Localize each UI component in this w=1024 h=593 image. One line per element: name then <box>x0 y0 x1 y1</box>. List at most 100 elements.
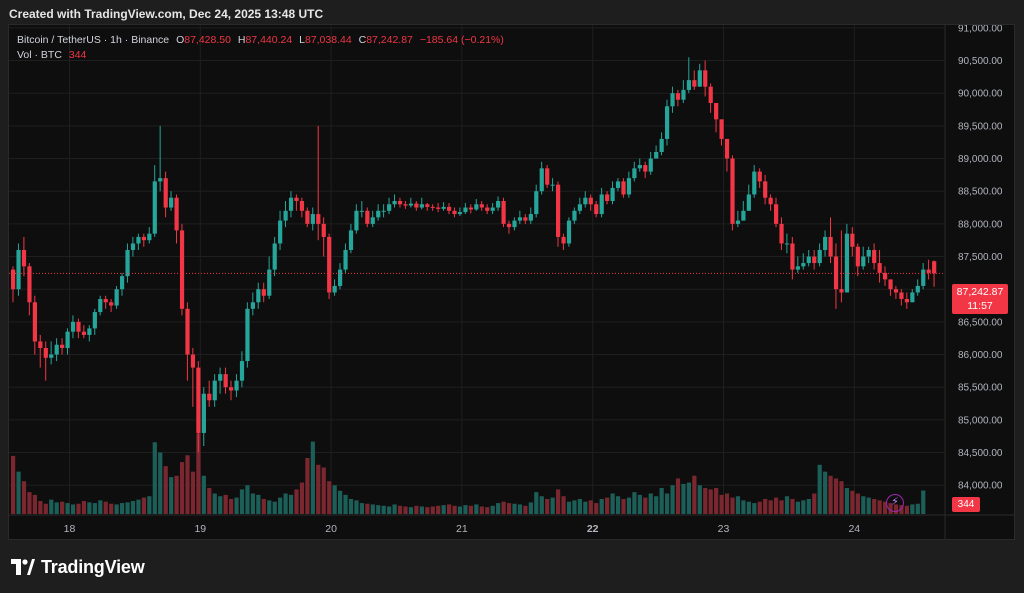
candle-body <box>321 223 326 237</box>
candle-body <box>452 210 457 215</box>
candle-body <box>621 181 626 195</box>
volume-bar <box>343 494 348 514</box>
volume-bar <box>430 506 435 514</box>
volume-bar <box>610 493 615 514</box>
x-tick-label: 22 <box>587 523 599 535</box>
volume-bar <box>681 483 686 514</box>
candle-body <box>21 250 27 267</box>
candle-body <box>904 299 909 303</box>
candle-body <box>354 210 359 231</box>
candle-body <box>496 201 501 208</box>
candle-body <box>130 243 136 250</box>
volume-bar <box>523 505 528 514</box>
volume-bar <box>752 503 757 514</box>
candle-body <box>16 250 21 290</box>
candle-body <box>294 197 299 201</box>
candle-body <box>38 341 43 348</box>
candle-body <box>839 289 844 293</box>
volume-bar <box>267 500 272 514</box>
volume-bar <box>87 502 92 514</box>
volume-bar <box>545 498 550 514</box>
volume-bar <box>550 497 555 514</box>
volume-bar <box>283 493 288 514</box>
volume-bar <box>675 478 681 514</box>
volume-bar <box>387 506 392 514</box>
candle-body <box>719 119 724 139</box>
volume-bar <box>828 475 833 514</box>
candle-body <box>49 354 54 358</box>
volume-bar <box>577 498 582 514</box>
volume-bar <box>43 503 48 514</box>
legend-volume-row: Vol · BTC 344 <box>17 48 504 63</box>
lightning-icon[interactable]: ⚡ <box>886 494 904 512</box>
candle-body <box>506 223 512 228</box>
candle-body <box>539 168 544 192</box>
y-tick-label: 89,000.00 <box>958 154 1003 165</box>
volume-bar <box>556 489 561 514</box>
volume-bar <box>534 492 539 514</box>
volume-bar <box>474 504 479 514</box>
candle-body <box>76 321 81 332</box>
volume-bar <box>735 496 741 514</box>
candle-body <box>523 217 528 221</box>
volume-bar <box>915 503 920 514</box>
volume-bar <box>234 497 239 514</box>
chart-panel[interactable]: 84,000.00 84,500.00 85,000.00 85,500.00 86,0… <box>8 24 1015 540</box>
volume-bar <box>299 482 305 514</box>
legend: Bitcoin / TetherUS · 1h · Binance O87,42… <box>17 33 504 63</box>
candlestick-chart[interactable]: 84,000.00 84,500.00 85,000.00 85,500.00 86,0… <box>9 25 1014 539</box>
candle-body <box>828 236 833 257</box>
volume-bar <box>643 497 648 514</box>
candle-body <box>768 197 773 205</box>
volume-bar <box>338 490 343 514</box>
candle-body <box>615 181 621 188</box>
candle-body <box>365 210 370 224</box>
candle-body <box>272 243 277 270</box>
volume-bar <box>381 505 386 514</box>
volume-bar <box>179 462 185 514</box>
candle-body <box>92 312 97 329</box>
volume-bar <box>272 501 277 514</box>
volume-bar <box>92 503 97 514</box>
candle-body <box>158 178 163 182</box>
volume-bar <box>27 492 32 514</box>
volume-bar <box>583 501 588 514</box>
volume-bar <box>670 485 675 514</box>
candle-body <box>425 204 430 207</box>
candle-body <box>910 292 915 303</box>
volume-bar <box>114 504 119 514</box>
volume-bar <box>795 501 800 514</box>
tradingview-logo: TradingView <box>11 556 145 578</box>
candle-body <box>463 207 468 213</box>
volume-bar <box>790 498 795 514</box>
volume-bar <box>877 500 882 514</box>
volume-bar <box>692 475 697 514</box>
candle-body <box>98 299 103 313</box>
candle-body <box>174 197 179 231</box>
volume-bar <box>566 501 572 514</box>
candle-body <box>893 289 899 293</box>
volume-bar <box>21 481 27 514</box>
volume-bar <box>120 503 125 514</box>
y-tick-label: 86,500.00 <box>958 317 1003 328</box>
candle-body <box>626 178 632 195</box>
y-tick-label: 90,000.00 <box>958 89 1003 100</box>
candle-body <box>359 210 364 212</box>
candle-body <box>348 230 354 250</box>
candle-body <box>556 184 561 237</box>
candle-body <box>659 138 664 152</box>
candle-body <box>109 302 114 306</box>
candle-body <box>833 256 839 290</box>
volume-bar <box>223 494 228 514</box>
volume-bar <box>32 494 37 514</box>
volume-bar <box>708 489 713 514</box>
candle-body <box>376 210 381 218</box>
volume-bar <box>654 496 659 514</box>
volume-bar <box>60 501 65 514</box>
volume-bar <box>839 481 844 514</box>
candle-body <box>223 374 228 388</box>
volume-bar <box>359 503 364 514</box>
candle-body <box>125 250 130 277</box>
candle-body <box>665 106 670 139</box>
candle-body <box>599 194 604 215</box>
